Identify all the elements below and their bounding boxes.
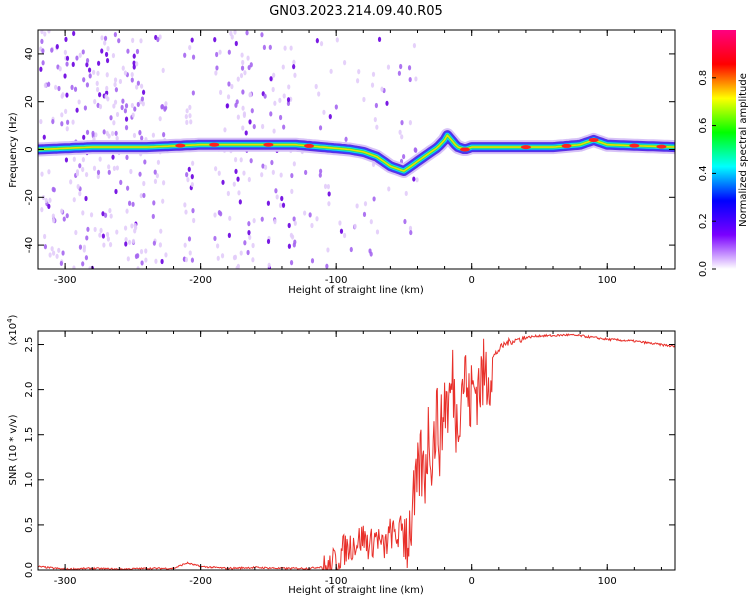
- colorbar: 0.0 0.2 0.4 0.6 0.8 Normalized spectral ampl…: [698, 30, 749, 277]
- colorbar-bar: [712, 30, 736, 269]
- snr-xlabel: Height of straight line (km): [288, 585, 424, 596]
- spectrogram-hotspot: [304, 143, 315, 148]
- spectrogram-hotspot: [175, 143, 186, 148]
- spectrogram-xtick-label: 100: [598, 275, 617, 286]
- spectrogram-ytick-label: -20: [24, 189, 35, 205]
- snr-ylabel: SNR (10 * v/v): [8, 414, 19, 485]
- spectrogram-ytick-label: 0: [24, 146, 35, 152]
- snr-frame: [37, 330, 676, 571]
- snr-xtick-label: 0: [469, 576, 475, 587]
- snr-xtick-label: -100: [325, 576, 348, 587]
- spectrogram-xtick-label: -300: [54, 275, 77, 286]
- colorbar-tick-label: 0.2: [698, 213, 709, 229]
- spectrogram-hotspot: [263, 142, 274, 147]
- snr-ytick-label: 2.5: [24, 337, 35, 353]
- spectrogram-hotspot: [629, 143, 640, 148]
- colorbar-label: Normalized spectral amplitude: [738, 73, 749, 227]
- snr-ytick-label: 2.0: [24, 382, 35, 398]
- snr-ytick-label: 1.0: [24, 472, 35, 488]
- snr-axis-ticks: -300 -200 -100 0 100 0.0 0.5 1.0 1.5 2.0 2.5: [24, 331, 675, 587]
- snr-series-line: [38, 333, 675, 570]
- snr-xtick-label: -300: [54, 576, 77, 587]
- spectrogram-xtick-label: -200: [189, 275, 212, 286]
- snr-xtick-label: 100: [598, 576, 617, 587]
- snr-ytick-label: 1.5: [24, 427, 35, 443]
- colorbar-tick-label: 0.8: [698, 70, 709, 86]
- colorbar-tick-label: 0.6: [698, 118, 709, 134]
- snr-yscale-label: (x104): [6, 314, 19, 345]
- snr-ytick-label: 0.0: [24, 562, 35, 578]
- colorbar-tick-label: 0.4: [698, 165, 709, 181]
- spectrogram-ytick-label: -40: [24, 237, 35, 253]
- snr-ytick-label: 0.5: [24, 517, 35, 533]
- spectrogram-hotspot: [561, 143, 572, 148]
- spectrogram-hotspot: [520, 145, 531, 150]
- spectrogram-hotspot: [588, 137, 599, 142]
- spectrogram-xtick-label: 0: [469, 275, 475, 286]
- figure-title: GN03.2023.214.09.40.R05: [269, 4, 443, 19]
- spectrogram-hotspot: [459, 147, 470, 152]
- snr-panel: -300 -200 -100 0 100 0.0 0.5 1.0 1.5 2.0 2.5 Heigh…: [6, 314, 676, 596]
- spectrogram-xlabel: Height of straight line (km): [288, 285, 424, 296]
- snr-xtick-label: -200: [189, 576, 212, 587]
- spectrogram-ridge: [38, 128, 675, 178]
- spectrogram-ytick-label: 40: [24, 48, 35, 61]
- spectrogram-ylabel: Frequency (Hz): [8, 112, 19, 188]
- colorbar-tick-label: 0.0: [698, 261, 709, 277]
- spectrogram-hotspot: [209, 142, 220, 147]
- spectrogram-hotspot: [656, 144, 667, 149]
- spectrogram-ytick-label: 20: [24, 95, 35, 108]
- spectrogram-xtick-label: -100: [325, 275, 348, 286]
- colorbar-ticks: 0.0 0.2 0.4 0.6 0.8: [698, 70, 716, 277]
